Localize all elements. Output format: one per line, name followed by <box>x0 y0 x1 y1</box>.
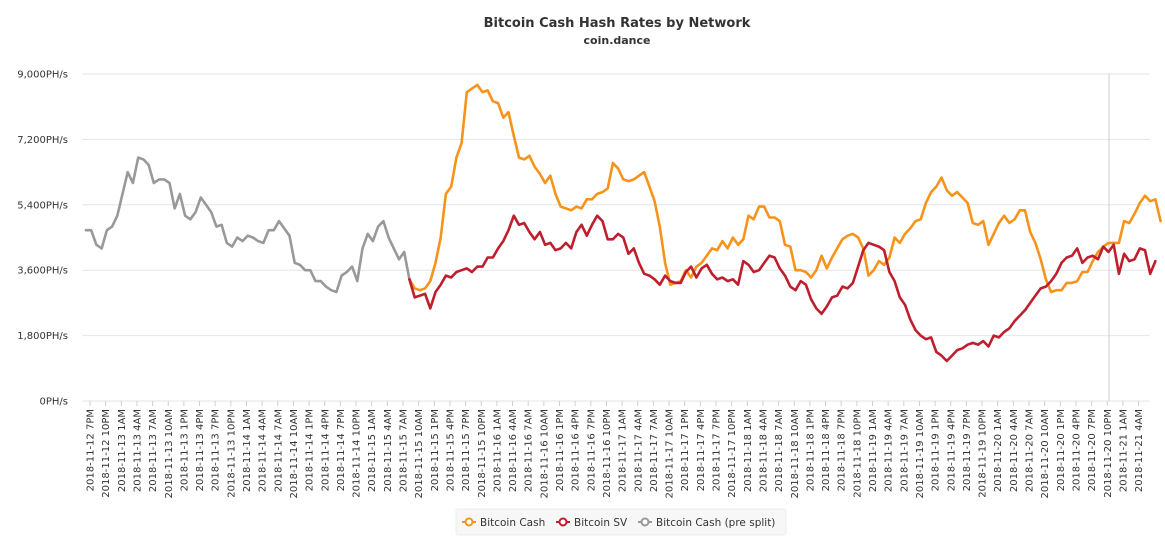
chart-title: Bitcoin Cash Hash Rates by Network <box>484 16 751 31</box>
legend-label-bitcoin-sv: Bitcoin SV <box>574 517 628 529</box>
legend-box <box>455 508 787 536</box>
legend-item-bitcoin-cash[interactable]: Bitcoin Cash <box>462 517 545 529</box>
x-tick-label: 2018-11-14 10PM <box>352 409 363 498</box>
x-tick-label: 2018-11-21 1AM <box>1118 409 1129 492</box>
series-line-bitcoin-sv[interactable] <box>408 214 1157 363</box>
x-tick-label: 2018-11-17 7AM <box>649 409 660 492</box>
x-tick-label: 2018-11-21 4AM <box>1134 409 1145 492</box>
x-tick-label: 2018-11-19 1PM <box>931 409 942 491</box>
x-tick-label: 2018-11-16 4PM <box>571 409 582 491</box>
x-tick-label: 2018-11-15 1PM <box>430 409 441 491</box>
legend-label-bitcoin-cash: Bitcoin Cash <box>480 517 545 529</box>
legend-item-bitcoin-cash-pre-split[interactable]: Bitcoin Cash (pre split) <box>638 517 775 529</box>
x-tick-label: 2018-11-18 10PM <box>852 409 863 498</box>
x-tick-label: 2018-11-13 7PM <box>211 409 222 491</box>
x-tick-label: 2018-11-20 7AM <box>1025 409 1036 492</box>
legend-label-bitcoin-cash-pre-split: Bitcoin Cash (pre split) <box>656 517 775 529</box>
y-axis-ticks: 0PH/s 1,800PH/s 3,600PH/s 5,400PH/s 7,200PH/… <box>17 70 68 408</box>
x-tick-label: 2018-11-18 4PM <box>821 409 832 491</box>
y-tick-label: 1,800PH/s <box>17 331 68 342</box>
y-tick-label: 5,400PH/s <box>17 200 68 211</box>
x-tick-label: 2018-11-18 1AM <box>743 409 754 492</box>
x-tick-label: 2018-11-13 10AM <box>164 409 175 499</box>
x-tick-label: 2018-11-16 10PM <box>602 409 613 498</box>
x-tick-label: 2018-11-20 7PM <box>1087 409 1098 491</box>
legend-item-bitcoin-sv[interactable]: Bitcoin SV <box>556 517 628 529</box>
x-tick-label: 2018-11-17 10PM <box>727 409 738 498</box>
x-tick-label: 2018-11-20 10PM <box>1103 409 1114 498</box>
x-tick-label: 2018-11-15 4PM <box>445 409 456 491</box>
x-axis-ticks: 2018-11-12 7PM 2018-11-12 10PM 2018-11-13 … <box>86 401 1145 499</box>
x-tick-label: 2018-11-16 7PM <box>586 409 597 491</box>
x-tick-label: 2018-11-14 7AM <box>273 409 284 492</box>
x-tick-label: 2018-11-17 10AM <box>665 409 676 499</box>
x-tick-label: 2018-11-19 4AM <box>884 409 895 492</box>
x-tick-label: 2018-11-19 10PM <box>978 409 989 498</box>
x-tick-label: 2018-11-16 4AM <box>508 409 519 492</box>
x-tick-label: 2018-11-17 1PM <box>680 409 691 491</box>
x-tick-label: 2018-11-18 4AM <box>758 409 769 492</box>
x-tick-label: 2018-11-16 10AM <box>539 409 550 499</box>
grid-lines <box>82 73 1150 402</box>
x-tick-label: 2018-11-17 1AM <box>618 409 629 492</box>
x-tick-label: 2018-11-17 4PM <box>696 409 707 491</box>
x-tick-label: 2018-11-20 4AM <box>1009 409 1020 492</box>
x-tick-label: 2018-11-14 4AM <box>258 409 269 492</box>
x-tick-label: 2018-11-17 4AM <box>633 409 644 492</box>
x-tick-label: 2018-11-20 10AM <box>1040 409 1051 499</box>
x-tick-label: 2018-11-16 7AM <box>524 409 535 492</box>
x-tick-label: 2018-11-13 1PM <box>179 409 190 491</box>
legend: Bitcoin Cash Bitcoin SV Bitcoin Cash (pr… <box>455 508 787 536</box>
x-tick-label: 2018-11-19 10AM <box>915 409 926 499</box>
x-tick-label: 2018-11-15 4AM <box>383 409 394 492</box>
x-tick-label: 2018-11-16 1PM <box>555 409 566 491</box>
x-tick-label: 2018-11-19 1AM <box>868 409 879 492</box>
series-line-bitcoin-cash-pre-split[interactable] <box>84 156 411 294</box>
chart-subtitle: coin.dance <box>584 34 651 47</box>
x-tick-label: 2018-11-15 10PM <box>477 409 488 498</box>
x-tick-label: 2018-11-14 1AM <box>242 409 253 492</box>
x-tick-label: 2018-11-19 4PM <box>946 409 957 491</box>
x-tick-label: 2018-11-14 10AM <box>289 409 300 499</box>
x-tick-label: 2018-11-18 10AM <box>790 409 801 499</box>
x-tick-label: 2018-11-15 7AM <box>399 409 410 492</box>
x-tick-label: 2018-11-13 1AM <box>117 409 128 492</box>
x-tick-label: 2018-11-20 1AM <box>993 409 1004 492</box>
x-tick-label: 2018-11-17 7PM <box>712 409 723 491</box>
x-tick-label: 2018-11-13 4PM <box>195 409 206 491</box>
x-tick-label: 2018-11-18 7PM <box>837 409 848 491</box>
legend-marker-bitcoin-cash-pre-split <box>640 517 650 527</box>
x-tick-label: 2018-11-13 10PM <box>226 409 237 498</box>
x-tick-label: 2018-11-20 1PM <box>1056 409 1067 491</box>
x-tick-label: 2018-11-15 7PM <box>461 409 472 491</box>
x-tick-label: 2018-11-14 1PM <box>305 409 316 491</box>
x-tick-label: 2018-11-13 4AM <box>132 409 143 492</box>
x-tick-label: 2018-11-18 7AM <box>774 409 785 492</box>
y-tick-label: 9,000PH/s <box>17 70 68 81</box>
x-tick-label: 2018-11-20 4PM <box>1071 409 1082 491</box>
series-line-bitcoin-cash[interactable] <box>408 83 1162 294</box>
x-tick-label: 2018-11-19 7AM <box>899 409 910 492</box>
x-tick-label: 2018-11-12 10PM <box>101 409 112 498</box>
legend-marker-bitcoin-cash <box>464 517 474 527</box>
x-tick-label: 2018-11-19 7PM <box>962 409 973 491</box>
x-tick-label: 2018-11-15 1AM <box>367 409 378 492</box>
x-tick-label: 2018-11-14 4PM <box>320 409 331 491</box>
y-tick-label: 3,600PH/s <box>17 266 68 277</box>
x-tick-label: 2018-11-14 7PM <box>336 409 347 491</box>
x-tick-label: 2018-11-18 1PM <box>805 409 816 491</box>
y-tick-label: 0PH/s <box>40 397 69 408</box>
x-tick-label: 2018-11-15 10AM <box>414 409 425 499</box>
x-tick-label: 2018-11-16 1AM <box>492 409 503 492</box>
y-tick-label: 7,200PH/s <box>17 135 68 146</box>
x-tick-label: 2018-11-12 7PM <box>86 409 97 491</box>
series-lines <box>84 83 1162 363</box>
legend-marker-bitcoin-sv <box>558 517 568 527</box>
x-tick-label: 2018-11-13 7AM <box>148 409 159 492</box>
